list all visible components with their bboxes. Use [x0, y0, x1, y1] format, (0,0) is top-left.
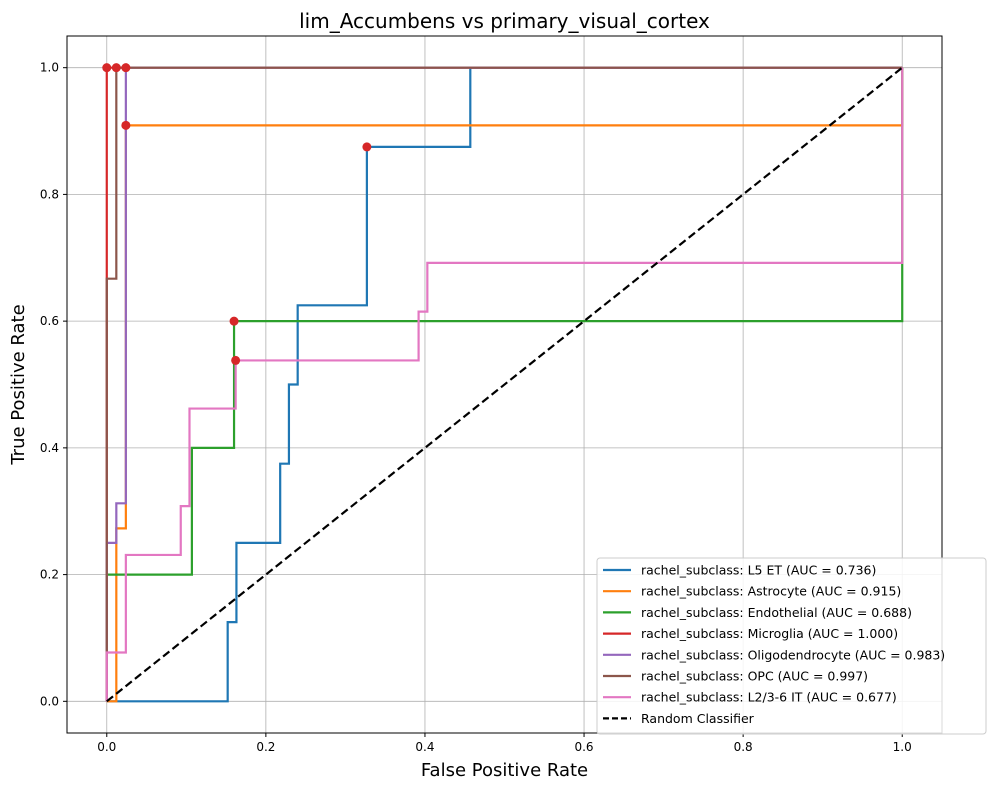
x-tick-label: 0.4 — [415, 740, 434, 754]
legend-entry-6: rachel_subclass: L2/3-6 IT (AUC = 0.677) — [641, 690, 897, 705]
y-tick-label: 1.0 — [40, 61, 59, 75]
legend-entry-7: Random Classifier — [641, 711, 755, 726]
legend-entry-1: rachel_subclass: Astrocyte (AUC = 0.915) — [641, 584, 901, 599]
y-tick-label: 0.4 — [40, 441, 59, 455]
x-tick-label: 0.8 — [734, 740, 753, 754]
legend-entry-4: rachel_subclass: Oligodendrocyte (AUC = … — [641, 647, 945, 662]
x-tick-label: 0.6 — [574, 740, 593, 754]
tick-layer: 0.0 0.2 0.4 0.6 0.8 1.0 0.0 0.2 0.4 0.6 0.8 1.0 — [40, 61, 912, 754]
legend-entry-3: rachel_subclass: Microglia (AUC = 1.000) — [641, 626, 898, 641]
series-line-5 — [105, 66, 903, 702]
y-tick-label: 0.2 — [40, 568, 59, 582]
y-tick-label: 0.6 — [40, 314, 59, 328]
legend-entry-0: rachel_subclass: L5 ET (AUC = 0.736) — [641, 563, 876, 578]
threshold-marker-0 — [362, 142, 372, 152]
series-line-7 — [106, 66, 903, 703]
series-line-0 — [106, 66, 903, 703]
series-line-6 — [105, 67, 904, 702]
series-layer — [105, 66, 904, 703]
legend: rachel_subclass: L5 ET (AUC = 0.736) rach… — [596, 557, 987, 735]
threshold-marker-5 — [111, 63, 121, 73]
y-axis-label: True Positive Rate — [8, 304, 29, 465]
marker-layer — [102, 63, 372, 365]
x-axis-label: False Positive Rate — [421, 760, 588, 781]
chart-title: lim_Accumbens vs primary_visual_cortex — [299, 9, 710, 33]
legend-entry-2: rachel_subclass: Endothelial (AUC = 0.68… — [641, 605, 912, 620]
x-tick-label: 0.0 — [97, 740, 116, 754]
x-tick-label: 0.2 — [256, 740, 275, 754]
series-line-2 — [105, 67, 904, 702]
threshold-marker-3 — [102, 63, 112, 73]
legend-entry-5: rachel_subclass: OPC (AUC = 0.997) — [641, 669, 868, 684]
y-tick-label: 0.8 — [40, 187, 59, 201]
legend-box — [596, 557, 987, 735]
x-tick-label: 1.0 — [893, 740, 912, 754]
plot-frame — [66, 35, 943, 734]
threshold-marker-4 — [121, 63, 131, 73]
y-tick-label: 0.0 — [40, 694, 59, 708]
threshold-marker-6 — [231, 355, 241, 365]
threshold-marker-2 — [229, 316, 239, 326]
threshold-marker-1 — [121, 120, 131, 130]
